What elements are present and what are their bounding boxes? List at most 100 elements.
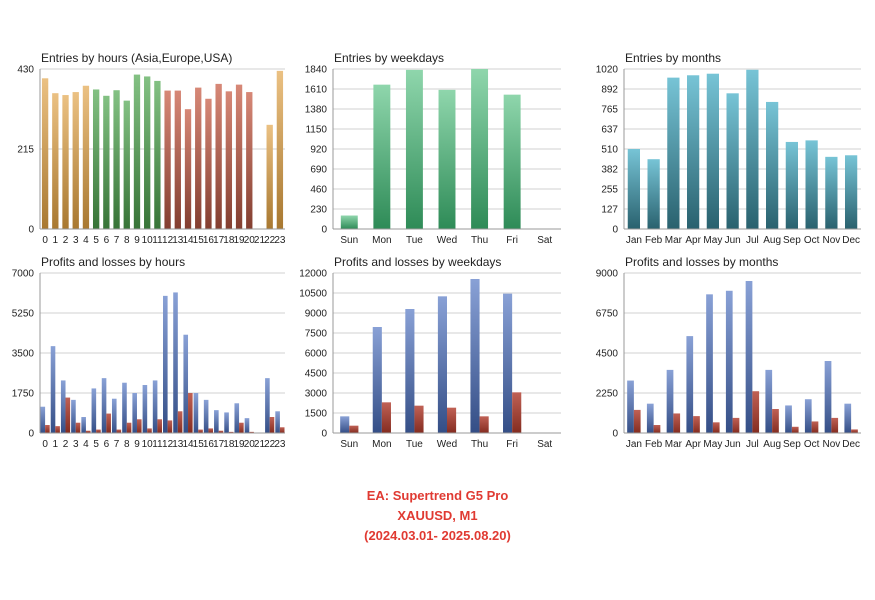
- loss-bar: [269, 417, 275, 433]
- loss-bar: [653, 425, 661, 433]
- loss-bar: [136, 419, 142, 433]
- y-tick-label: 9000: [305, 309, 328, 320]
- y-tick-label: 0: [612, 429, 618, 440]
- chart-title: Profits and losses by months: [625, 255, 778, 269]
- x-tick-label: Fri: [506, 439, 518, 450]
- x-tick-label: Apr: [685, 235, 701, 246]
- x-tick-label: 9: [134, 235, 140, 246]
- bar: [52, 93, 59, 230]
- profit-bar: [71, 399, 76, 433]
- x-tick-label: 10: [142, 235, 154, 246]
- loss-bar: [228, 431, 234, 433]
- loss-bar: [198, 429, 203, 433]
- bar: [184, 109, 192, 229]
- x-tick-label: 16: [203, 439, 215, 450]
- y-tick-label: 1750: [12, 389, 35, 400]
- bar: [766, 101, 779, 229]
- loss-bar: [106, 413, 111, 433]
- x-tick-label: Jun: [725, 235, 741, 246]
- x-tick-label: Jul: [746, 235, 759, 246]
- loss-bar: [157, 419, 162, 433]
- bar: [225, 91, 233, 229]
- x-tick-label: 7: [114, 235, 120, 246]
- x-tick-label: Jun: [725, 439, 741, 450]
- profit-bar: [122, 382, 127, 433]
- bar: [92, 89, 100, 229]
- x-tick-label: Oct: [804, 235, 820, 246]
- loss-bar: [279, 427, 285, 433]
- x-tick-label: 6: [104, 235, 110, 246]
- bar: [438, 89, 456, 229]
- profit-bar: [214, 410, 219, 433]
- x-tick-label: 13: [172, 439, 184, 450]
- y-tick-label: 1610: [305, 85, 328, 96]
- x-tick-label: 2: [63, 235, 69, 246]
- x-tick-label: 5: [93, 439, 99, 450]
- profit-bar: [101, 378, 107, 433]
- y-tick-label: 5250: [12, 309, 35, 320]
- x-tick-label: 4: [83, 439, 89, 450]
- x-tick-label: Wed: [437, 235, 457, 246]
- profit-bar: [275, 411, 280, 433]
- x-tick-label: 0: [42, 235, 48, 246]
- loss-bar: [126, 422, 132, 433]
- x-tick-label: 10: [142, 439, 154, 450]
- profit-bar: [60, 380, 66, 433]
- x-tick-label: 23: [274, 439, 286, 450]
- chart-title: Profits and losses by weekdays: [334, 255, 501, 269]
- x-tick-label: Aug: [763, 439, 781, 450]
- x-tick-label: 14: [182, 235, 194, 246]
- x-tick-label: Sep: [783, 439, 801, 450]
- y-tick-label: 255: [601, 185, 618, 196]
- y-tick-label: 0: [28, 429, 34, 440]
- loss-bar: [239, 422, 244, 433]
- x-tick-label: 8: [124, 439, 130, 450]
- bar: [726, 93, 739, 230]
- profit-bar: [706, 294, 713, 433]
- x-tick-label: Mon: [372, 235, 391, 246]
- x-tick-label: Sun: [340, 439, 358, 450]
- profit-bar: [111, 398, 117, 433]
- x-tick-label: 8: [124, 235, 130, 246]
- profit-bar: [745, 281, 753, 433]
- y-tick-label: 1500: [305, 409, 328, 420]
- loss-bar: [349, 425, 359, 433]
- loss-bar: [45, 425, 50, 433]
- x-tick-label: Nov: [822, 235, 840, 246]
- x-tick-label: May: [703, 439, 722, 450]
- y-tick-label: 6000: [305, 349, 328, 360]
- profit-bar: [844, 403, 852, 433]
- loss-bar: [249, 431, 254, 433]
- loss-bar: [512, 392, 522, 433]
- x-tick-label: Feb: [645, 439, 663, 450]
- y-tick-label: 4500: [305, 369, 328, 380]
- bar: [845, 155, 858, 229]
- x-tick-label: Aug: [763, 235, 781, 246]
- y-tick-label: 1150: [305, 125, 327, 136]
- x-tick-label: Dec: [842, 235, 860, 246]
- loss-bar: [811, 421, 819, 433]
- bar: [164, 90, 171, 230]
- profit-bar: [163, 295, 168, 433]
- chart-title: Entries by hours (Asia,Europe,USA): [41, 51, 232, 65]
- loss-bar: [479, 416, 489, 433]
- profit-bar: [50, 346, 56, 433]
- x-tick-label: 22: [264, 439, 276, 450]
- x-tick-label: 21: [254, 439, 266, 450]
- bar: [276, 70, 284, 229]
- x-tick-label: 6: [104, 439, 110, 450]
- x-tick-label: 15: [193, 235, 205, 246]
- loss-bar: [116, 429, 122, 433]
- bar: [195, 87, 202, 230]
- bar: [144, 76, 151, 229]
- x-tick-label: Mar: [665, 235, 683, 246]
- x-tick-label: Oct: [804, 439, 820, 450]
- x-tick-label: Sun: [340, 235, 358, 246]
- bar: [215, 83, 222, 229]
- x-tick-label: 23: [274, 235, 286, 246]
- bar: [62, 95, 69, 229]
- profit-bar: [132, 393, 137, 433]
- loss-bar: [693, 416, 700, 433]
- x-tick-label: Jul: [746, 439, 759, 450]
- y-tick-label: 215: [17, 145, 34, 156]
